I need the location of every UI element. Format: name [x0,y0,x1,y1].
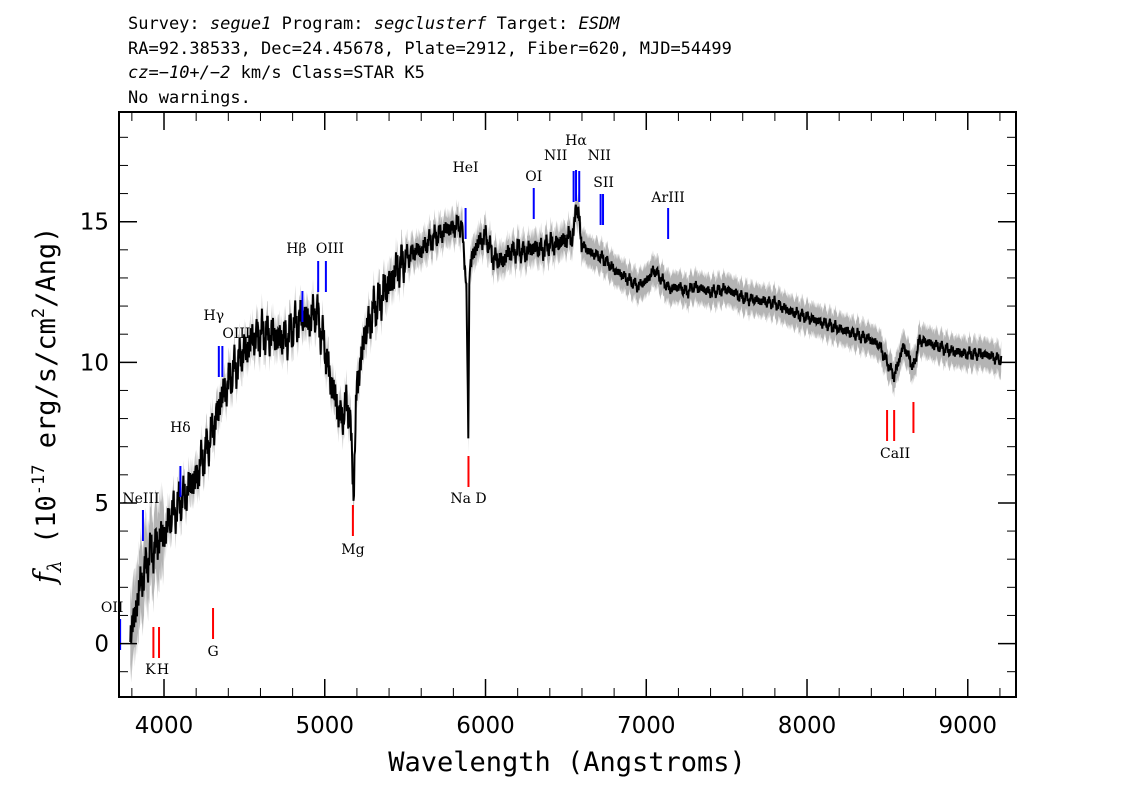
emission-line-label: ArIII [650,190,684,206]
flux-error-band [130,189,1002,683]
x-tick-label: 8000 [778,713,837,739]
y-tick-label: 5 [94,491,109,517]
spectrum-header: Survey: segue1 Program: segclusterf Targ… [128,12,732,110]
header-coordinates-line: RA=92.38533, Dec=24.45678, Plate=2912, F… [128,38,732,59]
target-label: Target: [496,14,569,34]
x-tick-label: 7000 [617,713,676,739]
absorption-line-label: G [207,644,218,660]
x-tick-label: 4000 [135,713,194,739]
absorption-line-label: H [157,662,169,678]
flux-layer [129,204,1003,644]
emission-line-label: HeI [453,160,479,176]
flux-line [129,204,1003,644]
absorption-line-label: K [145,662,156,678]
cz-prefix: cz= [128,63,159,83]
survey-value: segue1 [209,14,272,34]
y-tick-label: 10 [80,350,109,376]
emission-line-label: Hα [565,133,587,149]
y-axis-title: fλ (10-17 erg/s/cm2/Ang) [28,227,66,586]
header-warnings-line: No warnings. [128,87,251,108]
emission-line-label: NII [588,148,611,164]
absorption-line-label: CaII [880,446,910,462]
y-tick-label: 15 [80,210,109,236]
x-tick-label: 9000 [939,713,998,739]
survey-label: Survey: [128,14,200,34]
emission-line-label: NII [544,148,567,164]
axis-ticks-layer: 4000 5000 6000 7000 8000 9000 0 5 10 15 [80,112,1016,739]
emission-line-label: Hβ [286,241,306,257]
absorption-line-label: Mg [341,542,364,558]
target-value: ESDM [578,14,620,34]
x-tick-label: 5000 [295,713,354,739]
emission-line-label: Hδ [170,420,191,436]
header-survey-line: Survey: segue1 Program: segclusterf Targ… [128,12,732,37]
emission-line-label: OII [101,600,124,616]
absorption-line-label: Na D [450,491,486,507]
error-band-layer [130,189,1002,683]
x-tick-label: 6000 [456,713,515,739]
emission-line-label: OIII [316,241,344,257]
emission-line-label: NeIII [122,491,159,507]
cz-value: −10+/−2 [158,63,231,83]
cz-class: km/s Class=STAR K5 [230,63,425,83]
emission-line-label: OI [525,169,542,185]
program-label: Program: [281,14,364,34]
plot-frame [118,111,1017,698]
y-tick-label: 0 [94,632,109,658]
emission-line-label: SII [593,175,614,191]
header-redshift-line: cz=−10+/−2 km/s Class=STAR K5 [128,61,732,86]
program-value: segclusterf [373,14,487,34]
x-axis-title: Wavelength (Angstroms) [388,747,746,778]
emission-line-label: OIII [222,326,250,342]
emission-line-label: Hγ [204,308,225,324]
